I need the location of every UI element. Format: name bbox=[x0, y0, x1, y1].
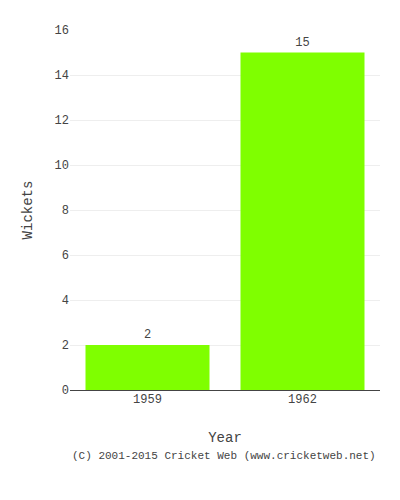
svg-text:8: 8 bbox=[62, 204, 69, 218]
svg-text:10: 10 bbox=[55, 159, 69, 173]
svg-text:6: 6 bbox=[62, 249, 69, 263]
svg-text:Year: Year bbox=[208, 430, 242, 446]
svg-text:(C) 2001-2015 Cricket Web (www: (C) 2001-2015 Cricket Web (www.cricketwe… bbox=[72, 450, 376, 462]
svg-text:16: 16 bbox=[55, 24, 69, 38]
svg-text:14: 14 bbox=[55, 69, 69, 83]
svg-text:4: 4 bbox=[62, 294, 69, 308]
svg-text:1959: 1959 bbox=[133, 393, 162, 407]
svg-text:1962: 1962 bbox=[288, 393, 317, 407]
svg-text:2: 2 bbox=[62, 339, 69, 353]
svg-text:15: 15 bbox=[295, 36, 309, 50]
svg-text:Wickets: Wickets bbox=[20, 181, 36, 240]
svg-text:12: 12 bbox=[55, 114, 69, 128]
svg-text:0: 0 bbox=[62, 384, 69, 398]
svg-text:2: 2 bbox=[144, 328, 151, 342]
